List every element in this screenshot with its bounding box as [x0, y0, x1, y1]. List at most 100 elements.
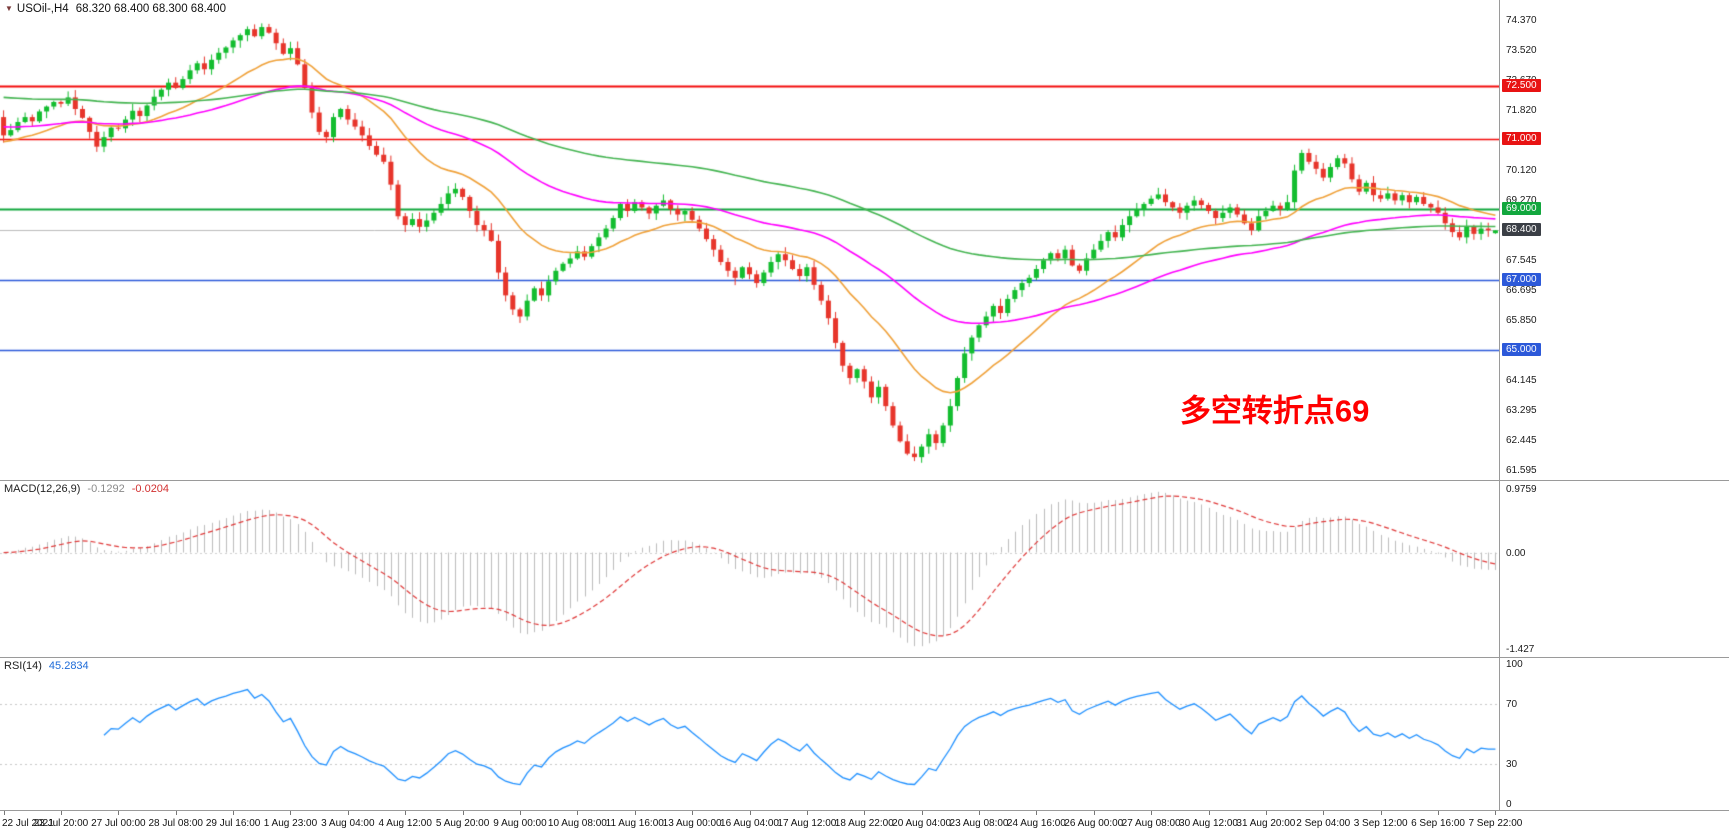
time-tick-label: 23 Jul 20:00: [33, 818, 89, 829]
rsi-tick-label: 100: [1506, 659, 1523, 670]
time-tick-label: 27 Aug 08:00: [1121, 818, 1181, 829]
macd-name: MACD(12,26,9): [4, 483, 81, 495]
rsi-tick-label: 0: [1506, 799, 1512, 810]
macd-label: MACD(12,26,9) -0.1292 -0.0204: [4, 483, 176, 495]
time-tick-mark: [233, 811, 234, 815]
macd-tick-label: 0.00: [1506, 547, 1526, 559]
time-tick-label: 23 Aug 08:00: [949, 818, 1009, 829]
time-tick-label: 17 Aug 12:00: [777, 818, 837, 829]
time-tick-label: 24 Aug 16:00: [1006, 818, 1066, 829]
time-tick-label: 3 Aug 04:00: [321, 818, 375, 829]
macd-canvas[interactable]: [0, 481, 1499, 657]
rsi-label: RSI(14) 45.2834: [4, 660, 96, 672]
time-tick-label: 20 Aug 04:00: [892, 818, 952, 829]
time-tick-mark: [348, 811, 349, 815]
chart-dropdown-icon[interactable]: ▼: [5, 4, 13, 13]
price-tick-label: 62.445: [1506, 434, 1537, 446]
chart-annotation-text[interactable]: 多空转折点69: [1179, 393, 1370, 429]
time-tick-mark: [1438, 811, 1439, 815]
time-tick-label: 4 Aug 12:00: [378, 818, 432, 829]
rsi-value: 45.2834: [48, 660, 89, 672]
time-tick-mark: [1094, 811, 1095, 815]
main-chart-canvas[interactable]: [0, 0, 1499, 480]
time-tick-label: 9 Aug 00:00: [493, 818, 547, 829]
time-tick-label: 16 Aug 04:00: [720, 818, 779, 829]
rsi-panel: RSI(14) 45.2834 100 70 30 0: [0, 657, 1729, 810]
time-tick-mark: [405, 811, 406, 815]
time-tick-label: 30 Aug 12:00: [1179, 818, 1238, 829]
rsi-tick-label: 70: [1506, 698, 1518, 710]
symbol-readout: ▼ USOil-,H4 68.320 68.400 68.300 68.400: [5, 3, 226, 15]
time-tick-label: 11 Aug 16:00: [605, 818, 664, 829]
time-tick-mark: [1381, 811, 1382, 815]
price-badge: 68.400: [1502, 223, 1541, 237]
time-tick-label: 10 Aug 08:00: [547, 818, 607, 829]
price-tick-label: 63.295: [1506, 404, 1537, 416]
time-tick-mark: [61, 811, 62, 815]
price-tick-label: 65.850: [1506, 315, 1537, 326]
symbol-name: USOil-,H4: [16, 3, 69, 15]
time-tick-label: 1 Aug 23:00: [263, 818, 318, 829]
time-tick-mark: [176, 811, 177, 815]
price-tick-label: 74.370: [1506, 15, 1537, 27]
time-tick-label: 6 Sep 16:00: [1411, 818, 1465, 829]
main-price-scale[interactable]: 74.37073.52072.67071.82070.97070.12069.2…: [1499, 0, 1729, 480]
price-tick-label: 73.520: [1506, 45, 1537, 57]
price-tick-label: 70.120: [1506, 164, 1537, 176]
time-tick-mark: [520, 811, 521, 815]
time-tick-mark: [864, 811, 865, 815]
time-tick-mark: [290, 811, 291, 815]
time-tick-label: 18 Aug 22:00: [834, 818, 894, 829]
rsi-tick-label: 30: [1506, 759, 1518, 771]
time-tick-mark: [922, 811, 923, 815]
time-tick-label: 22 Jul 2021: [2, 818, 54, 829]
macd-scale[interactable]: 0.9759 0.00 -1.427: [1499, 481, 1729, 657]
time-tick-mark: [635, 811, 636, 815]
rsi-canvas[interactable]: [0, 658, 1499, 810]
time-tick-mark: [1151, 811, 1152, 815]
time-tick-label: 3 Sep 12:00: [1353, 818, 1408, 829]
price-badge: 71.000: [1502, 131, 1541, 145]
time-tick-label: 31 Aug 20:00: [1236, 818, 1296, 829]
macd-tick-label: 0.9759: [1506, 484, 1537, 495]
time-tick-mark: [1209, 811, 1210, 815]
time-tick-mark: [1323, 811, 1324, 815]
time-tick-label: 29 Jul 16:00: [205, 818, 261, 829]
ohlc-readout: 68.320 68.400 68.300 68.400: [75, 3, 226, 15]
price-badge: 72.500: [1502, 79, 1541, 93]
time-tick-label: 27 Jul 00:00: [91, 818, 146, 829]
price-badge: 65.000: [1502, 342, 1541, 356]
time-tick-mark: [807, 811, 808, 815]
time-tick-label: 28 Jul 08:00: [148, 818, 203, 829]
price-tick-label: 69.270: [1506, 194, 1537, 206]
time-tick-mark: [463, 811, 464, 815]
price-tick-label: 61.595: [1506, 464, 1537, 476]
main-price-panel: ▼ USOil-,H4 68.320 68.400 68.300 68.400 多空…: [0, 0, 1729, 480]
price-tick-label: 64.145: [1506, 374, 1537, 386]
time-tick-mark: [979, 811, 980, 815]
time-tick-label: 26 Aug 00:00: [1064, 818, 1124, 829]
macd-signal-value: -0.0204: [131, 483, 170, 495]
macd-plot-area: MACD(12,26,9) -0.1292 -0.0204: [0, 481, 1499, 657]
price-badge: 67.000: [1502, 272, 1541, 286]
price-tick-label: 71.820: [1506, 105, 1537, 117]
rsi-name: RSI(14): [4, 660, 42, 672]
time-tick-mark: [577, 811, 578, 815]
time-tick-mark: [1036, 811, 1037, 815]
time-tick-mark: [1495, 811, 1496, 815]
time-tick-label: 7 Sep 22:00: [1468, 818, 1523, 829]
time-tick-mark: [692, 811, 693, 815]
price-tick-label: 66.695: [1506, 285, 1537, 297]
time-scale[interactable]: 22 Jul 2021 23 Jul 20:00 27 Jul 00:00 28 Ju…: [0, 810, 1729, 838]
main-plot-area: ▼ USOil-,H4 68.320 68.400 68.300 68.400 多空…: [0, 0, 1499, 480]
rsi-scale[interactable]: 100 70 30 0: [1499, 658, 1729, 810]
time-tick-mark: [1266, 811, 1267, 815]
macd-main-value: -0.1292: [87, 483, 125, 495]
time-tick-mark: [118, 811, 119, 815]
price-tick-label: 67.545: [1506, 255, 1537, 267]
time-tick-label: 5 Aug 20:00: [435, 818, 490, 829]
rsi-plot-area: RSI(14) 45.2834: [0, 658, 1499, 810]
time-tick-label: 2 Sep 04:00: [1296, 818, 1351, 829]
time-tick-mark: [750, 811, 751, 815]
macd-tick-label: -1.427: [1506, 644, 1535, 655]
